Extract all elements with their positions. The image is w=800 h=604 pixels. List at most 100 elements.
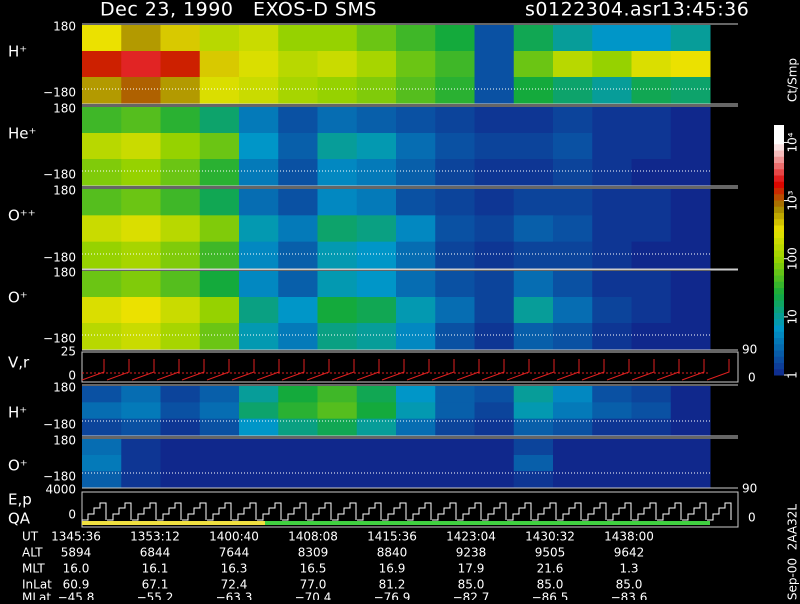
heatmap-cell [278, 51, 318, 78]
heatmap-cell [317, 77, 358, 104]
heatmap-cell [396, 323, 436, 350]
heatmap-cell [631, 215, 672, 243]
heatmap-cell [670, 107, 711, 134]
heatmap-cell [474, 418, 515, 436]
heatmap-cell [278, 439, 318, 456]
heatmap-cell [396, 439, 436, 456]
colorbar-title: Ct/Smp [786, 58, 800, 102]
footer-value: −76.9 [374, 591, 411, 601]
heatmap-cell [474, 51, 515, 78]
heatmap-cell [631, 159, 672, 186]
footer-value: 9505 [535, 546, 566, 560]
footer-value: 16.5 [300, 562, 327, 576]
heatmap-cell [435, 241, 475, 269]
heatmap-cell [670, 241, 711, 269]
heatmap-cell [356, 455, 397, 472]
heatmap-cell [396, 471, 436, 488]
heatmap-cell [396, 455, 436, 472]
y-tick-label: 180 [53, 20, 76, 34]
heatmap-cell [474, 271, 515, 298]
heatmap-cell [239, 25, 279, 52]
y-tick-label: 180 [53, 102, 76, 116]
heatmap-cell [396, 25, 436, 52]
colorbar-swatch [774, 343, 784, 351]
heatmap-cell [278, 402, 318, 420]
footer-value: 1353:12 [130, 530, 180, 544]
colorbar-swatch [774, 143, 784, 151]
heatmap-cell [199, 323, 240, 350]
heatmap-cell [317, 215, 358, 243]
heatmap-cell [239, 297, 279, 324]
heatmap-cell [670, 159, 711, 186]
heatmap-cell [513, 159, 554, 186]
heatmap-cell [435, 51, 475, 78]
heatmap-cell [513, 455, 554, 472]
heatmap-cell [474, 455, 515, 472]
heatmap-cell [631, 323, 672, 350]
heatmap-cell [474, 471, 515, 488]
heatmap-cell [396, 402, 436, 420]
footer-value: 85.0 [616, 578, 643, 592]
y-tick-label: 180 [53, 434, 76, 448]
footer-value: 6844 [140, 546, 171, 560]
heatmap-cell [553, 25, 593, 52]
colorbar-swatch [774, 150, 784, 157]
heatmap-cell [82, 51, 122, 78]
y-tick-label: 0 [68, 508, 76, 522]
heatmap-cell [160, 159, 201, 186]
footer-value: 21.6 [537, 562, 564, 576]
heatmap-cell [631, 51, 672, 78]
heatmap-cell [82, 418, 122, 436]
heatmap-cell [82, 386, 122, 403]
heatmap-cell [553, 133, 593, 160]
y-tick-label: −180 [43, 470, 76, 484]
heatmap-cell [199, 25, 240, 52]
heatmap-cell [160, 386, 201, 403]
heatmap-cell [396, 418, 436, 436]
heatmap-cell [513, 189, 554, 216]
heatmap-cell [121, 25, 161, 52]
heatmap-cell [199, 386, 240, 403]
heatmap-cell [435, 77, 475, 104]
heatmap-cell [278, 241, 318, 269]
y-tick-label: −180 [43, 418, 76, 432]
panel-label: E,p [8, 491, 32, 509]
y-tick-label: −180 [43, 168, 76, 182]
heatmap-cell [317, 297, 358, 324]
footer-value: 1345:36 [51, 530, 101, 544]
heatmap-cell [82, 271, 122, 298]
heatmap-cell [513, 402, 554, 420]
heatmap-cell [670, 386, 711, 403]
colorbar-swatch [774, 243, 784, 251]
footer-row-label: ALT [22, 546, 43, 560]
heatmap-cell [239, 189, 279, 216]
footer-value: 85.0 [537, 578, 564, 592]
colorbar-swatch [774, 168, 784, 176]
footer-value: 1.3 [619, 562, 638, 576]
heatmap-cell [199, 51, 240, 78]
colorbar-swatch [774, 312, 784, 320]
heatmap-cell [160, 297, 201, 324]
heatmap-cell [82, 297, 122, 324]
heatmap-cell [592, 471, 632, 488]
heatmap-cell [82, 215, 122, 243]
heatmap-cell [121, 241, 161, 269]
heatmap-cell [317, 51, 358, 78]
side-note: Sep-00 2AA32L [786, 504, 800, 600]
heatmap-cell [356, 241, 397, 269]
title: Dec 23, 1990 EXOS-D SMS [100, 0, 377, 21]
heatmap-cell [631, 402, 672, 420]
heatmap-cell [670, 271, 711, 298]
heatmap-cell [513, 418, 554, 436]
footer-value: −83.6 [611, 591, 648, 601]
heatmap-cell [474, 323, 515, 350]
heatmap-cell [239, 386, 279, 403]
colorbar-swatch [774, 156, 784, 163]
panel-label: H⁺ [8, 404, 27, 422]
footer-value: 16.0 [63, 562, 90, 576]
heatmap-cell [317, 386, 358, 403]
heatmap-cell [278, 215, 318, 243]
heatmap-cell [553, 455, 593, 472]
heatmap-cell [592, 215, 632, 243]
heatmap-cell [670, 439, 711, 456]
